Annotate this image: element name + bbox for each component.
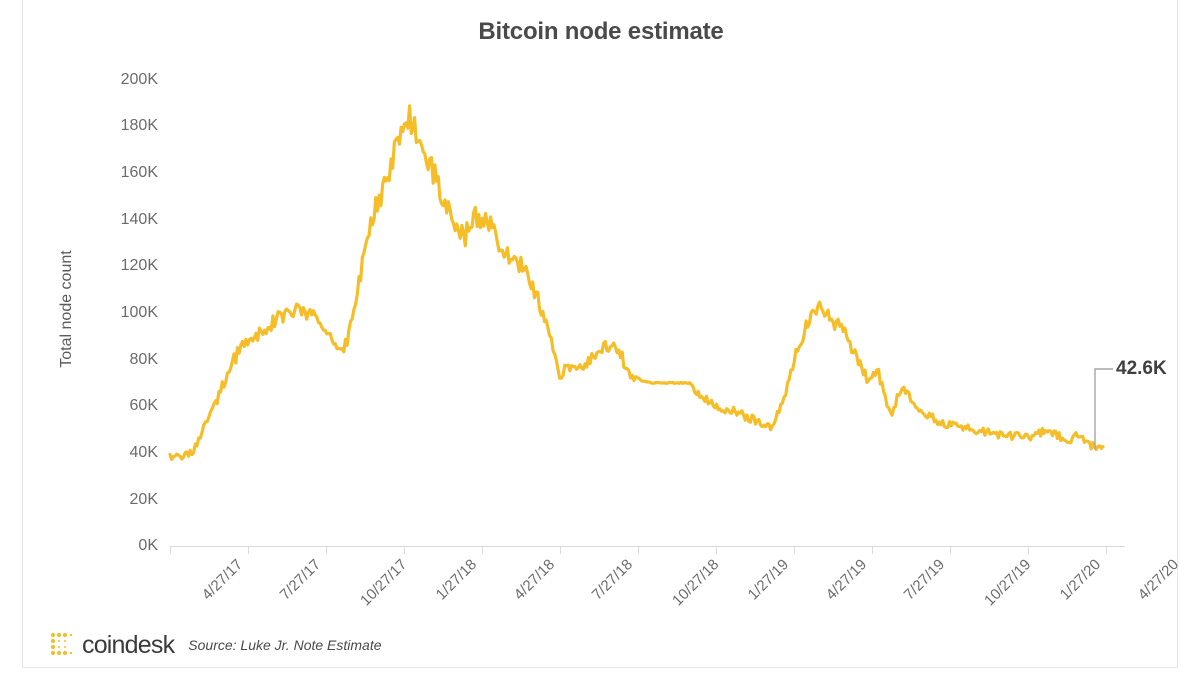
x-tick-label: 7/27/18 [588, 556, 637, 604]
x-axis-tickmark [794, 546, 795, 554]
x-axis-line [170, 546, 1125, 547]
x-tick-label: 10/27/18 [669, 556, 723, 610]
x-tick-label: 1/27/18 [432, 556, 481, 604]
callout-leader-line [1094, 368, 1113, 450]
x-axis-tickmark [482, 546, 483, 554]
chart-footer: coindesk Source: Luke Jr. Note Estimate [49, 628, 382, 662]
y-tick-label: 40K [129, 444, 158, 461]
x-axis-tickmark [1028, 546, 1029, 554]
x-axis [170, 546, 1125, 556]
chart-card: Bitcoin node estimate Total node count 2… [22, 0, 1182, 668]
x-axis-tickmark [170, 546, 171, 554]
y-tick-label: 100K [120, 304, 158, 321]
plot-area [168, 80, 1105, 546]
x-tick-label: 4/27/20 [1134, 556, 1183, 604]
line-series-svg [168, 104, 1105, 462]
y-tick-label: 20K [129, 491, 158, 508]
y-tick-label: 160K [120, 164, 158, 181]
source-credit: Source: Luke Jr. Note Estimate [188, 637, 382, 653]
line-series-path [168, 104, 1105, 462]
x-axis-tickmark [1106, 546, 1107, 554]
y-tick-label: 0K [138, 537, 158, 554]
y-tick-label: 80K [129, 351, 158, 368]
x-tick-label: 10/27/19 [981, 556, 1035, 610]
x-axis-tickmark [872, 546, 873, 554]
y-axis-title: Total node count [58, 250, 75, 368]
x-tick-label: 10/27/17 [357, 556, 411, 610]
y-tick-label: 60K [129, 397, 158, 414]
x-tick-label: 7/27/17 [276, 556, 325, 604]
x-axis-tickmark [950, 546, 951, 554]
x-tick-label: 4/27/18 [510, 556, 559, 604]
x-tick-label: 4/27/19 [822, 556, 871, 604]
coindesk-wordmark: coindesk [82, 631, 175, 659]
y-tick-label: 200K [120, 71, 158, 88]
end-value-callout: 42.6K [1116, 358, 1167, 379]
x-axis-tickmark [248, 546, 249, 554]
y-tick-label: 140K [120, 211, 158, 228]
y-tick-label: 180K [120, 117, 158, 134]
x-tick-label: 4/27/17 [198, 556, 247, 604]
x-axis-tickmark [404, 546, 405, 554]
y-tick-label: 120K [120, 257, 158, 274]
coindesk-logo-icon [50, 632, 73, 656]
x-tick-label: 7/27/19 [900, 556, 949, 604]
chart-title: Bitcoin node estimate [478, 18, 724, 45]
x-axis-tickmark [638, 546, 639, 554]
x-axis-tickmark [326, 546, 327, 554]
x-tick-label: 1/27/19 [744, 556, 793, 604]
x-axis-tickmark [716, 546, 717, 554]
x-axis-tickmark [560, 546, 561, 554]
y-axis-tick-labels: 200K 180K 160K 140K 120K 100K 80K 60K 40… [83, 0, 158, 675]
x-tick-label: 1/27/20 [1056, 556, 1105, 604]
